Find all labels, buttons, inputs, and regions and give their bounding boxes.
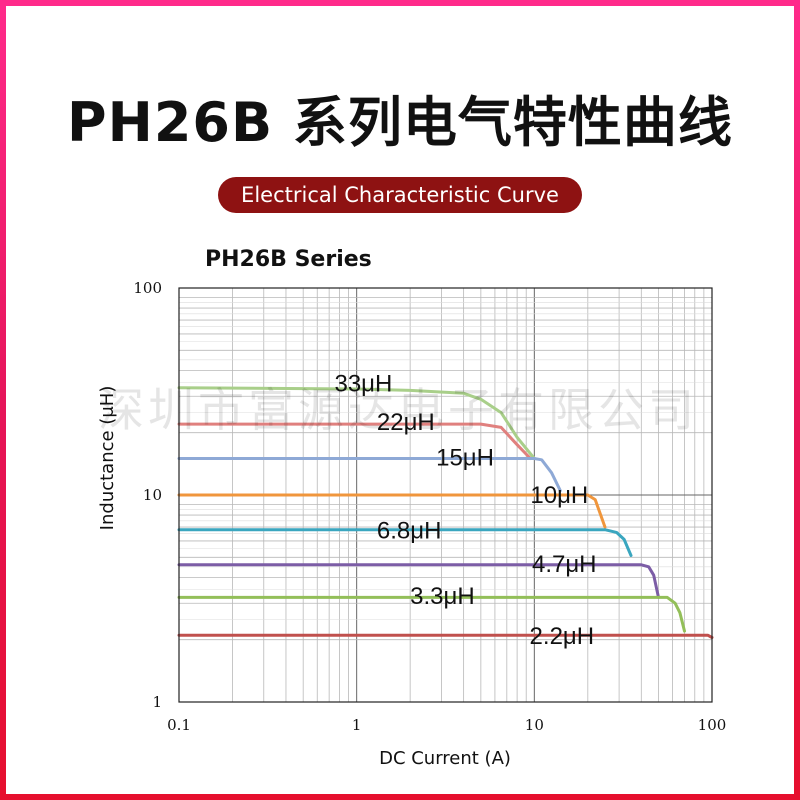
curve-label: 6.8μH xyxy=(377,517,442,544)
curve-label: 4.7μH xyxy=(532,551,597,578)
curve-label: 10μH xyxy=(530,482,588,509)
curve-label: 22μH xyxy=(377,409,435,436)
series-line-4.7μH xyxy=(177,563,660,599)
watermark-text: 深圳市富源达电子有限公司 xyxy=(98,383,698,437)
series-line-3.3μH xyxy=(177,595,686,633)
series-line-6.8μH xyxy=(177,528,633,557)
y-tick-label: 100 xyxy=(133,279,162,297)
curve-label: 2.2μH xyxy=(530,623,595,650)
y-tick-label: 1 xyxy=(152,693,162,711)
x-tick-label: 100 xyxy=(698,716,727,734)
plot-frame xyxy=(178,287,713,703)
curve-label: 3.3μH xyxy=(410,583,475,610)
y-tick-label: 10 xyxy=(143,486,162,504)
subtitle-badge: Electrical Characteristic Curve xyxy=(218,177,582,213)
series-line-2.2μH xyxy=(177,633,714,639)
x-tick-label: 1 xyxy=(352,716,362,734)
series-line-10μH xyxy=(177,493,607,529)
curve-label: 33μH xyxy=(334,371,392,398)
x-tick-label: 10 xyxy=(525,716,544,734)
chart-title: PH26B Series xyxy=(205,247,372,272)
x-axis-label: DC Current (A) xyxy=(379,748,511,769)
chart-ticks: 0.1 1 10 100 1 10 100 xyxy=(133,279,726,734)
chart-curves xyxy=(177,386,714,639)
y-axis-label: Inductance (μH) xyxy=(97,386,118,531)
series-line-22μH xyxy=(177,422,532,460)
x-tick-label: 0.1 xyxy=(167,716,191,734)
series-line-15μH xyxy=(177,457,562,493)
curve-label: 15μH xyxy=(436,444,494,471)
series-line-33μH xyxy=(177,386,536,460)
page-title: PH26B 系列电气特性曲线 xyxy=(67,91,733,154)
